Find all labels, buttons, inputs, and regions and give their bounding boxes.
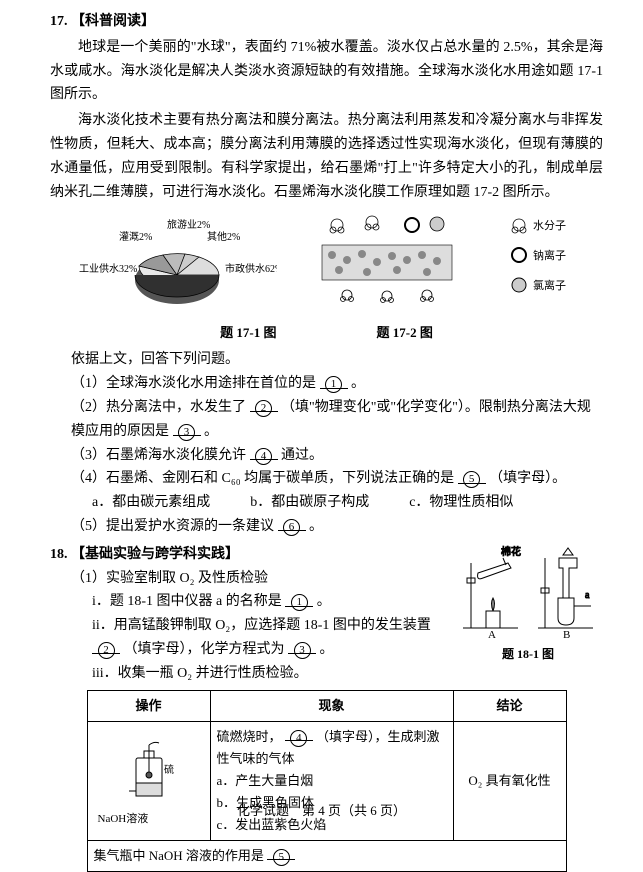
blank-18-3: 3 [288, 638, 316, 654]
pie-label-industrial: 工业供水32% [79, 262, 137, 275]
q17-title: 【科普阅读】 [71, 14, 155, 29]
table-row: 集气瓶中 NaOH 溶液的作用是 5 [87, 841, 566, 872]
fig-18-1-caption: 题 18-1 图 [453, 644, 603, 664]
blank-4: 4 [250, 444, 278, 460]
blank-6: 6 [278, 515, 306, 531]
table-header-row: 操作 现象 结论 [87, 690, 566, 721]
q17-s1-text: （1）全球海水淡化水用途排在首位的是 [71, 376, 316, 391]
pie-label-tourism: 旅游业2% [167, 218, 210, 231]
device-B: B [563, 629, 570, 638]
membrane-diagram-17-2 [317, 210, 467, 310]
ph-line1a: 硫燃烧时， [217, 729, 282, 744]
q17-sub3: （3）石墨烯海水淡化膜允许 4 通过。 [71, 444, 603, 468]
period: 。 [309, 519, 323, 534]
blank-5: 5 [458, 467, 486, 483]
pie-chart-17-1: 工业供水32% 市政供水62% 灌溉2% 旅游业2% 其他2% [77, 210, 277, 320]
q17-sub5: （5）提出爱护水资源的一条建议 6 。 [71, 515, 603, 539]
q17-caption-row: 题 17-1 图 题 17-2 图 [50, 322, 603, 344]
blank-18-4: 4 [285, 726, 313, 741]
opt-c: c．物理性质相似 [409, 491, 513, 515]
table-row: 硫 NaOH溶液 硫燃烧时， 4 （填字母），生成刺激性气味的气体 a．产生大量… [87, 721, 566, 840]
blank-3: 3 [173, 420, 201, 436]
question-17: 17. 【科普阅读】 地球是一个美丽的"水球"，表面约 71%被水覆盖。淡水仅占… [50, 10, 603, 539]
q18-i3: iii．收集一瓶 O₂ 并进行性质检验。 [92, 662, 603, 686]
q17-s5: （5）提出爱护水资源的一条建议 [71, 519, 274, 534]
th-conclusion: 结论 [453, 690, 566, 721]
ph-a: a．产生大量白烟 [217, 770, 447, 792]
q17-s4b: （填字母）。 [489, 471, 566, 486]
blank-1: 1 [320, 372, 348, 388]
pie-label-municipal: 市政供水62% [225, 262, 277, 275]
page-footer: 化学试题 第 4 页（共 6 页） [0, 800, 643, 822]
cell-phenomenon: 硫燃烧时， 4 （填字母），生成刺激性气味的气体 a．产生大量白烟 b．生成黑色… [210, 721, 453, 840]
q18-i1-text: i．题 18-1 图中仪器 a 的名称是 [92, 594, 282, 609]
q17-s4: （4）石墨烯、金刚石和 C₆₀ 均属于碳单质，下列说法正确的是 [71, 471, 454, 486]
figure-18-1: 棉花 A a B 题 18-1 [453, 543, 603, 665]
blank-2: 2 [250, 396, 278, 412]
period: 。 [320, 642, 334, 657]
pie-label-other: 其他2% [207, 230, 240, 243]
cell-conclusion: O₂ 具有氧化性 [453, 721, 566, 840]
caption-17-1: 题 17-1 图 [220, 322, 276, 344]
q17-sub4: （4）石墨烯、金刚石和 C₆₀ 均属于碳单质，下列说法正确的是 5 （填字母）。 [71, 467, 603, 491]
bottle-icon: 硫 [114, 733, 184, 803]
cell-row2: 集气瓶中 NaOH 溶液的作用是 5 [87, 841, 566, 872]
q17-s3: （3）石墨烯海水淡化膜允许 [71, 448, 246, 463]
q17-para2: 海水淡化技术主要有热分离法和膜分离法。热分离法利用蒸发和冷凝分离水与非挥发性物质… [50, 109, 603, 204]
legend-cl: 氯离子 [533, 278, 566, 292]
q17-options: a．都由碳元素组成 b．都由碳原子构成 c．物理性质相似 [92, 491, 603, 515]
q18-number: 18. [50, 547, 68, 562]
th-phenomenon: 现象 [210, 690, 453, 721]
q17-sub2: （2）热分离法中，水发生了 2 （填"物理变化"或"化学变化"）。限制热分离法大… [71, 396, 603, 444]
cotton-label: 棉花 [501, 545, 521, 558]
period: 。 [351, 376, 365, 391]
apparatus-svg: 棉花 A a B [453, 543, 603, 638]
label-a: a [585, 590, 590, 601]
q17-sub1: （1）全球海水淡化水用途排在首位的是 1 。 [71, 372, 603, 396]
question-18: 18. 【基础实验与跨学科实践】 棉花 A [50, 543, 603, 872]
legend-17-2: 水分子 钠离子 氯离子 [507, 210, 577, 310]
q17-number: 17. [50, 14, 68, 29]
period: 。 [317, 594, 331, 609]
period: 。 [204, 424, 218, 439]
q17-figure-row: 工业供水32% 市政供水62% 灌溉2% 旅游业2% 其他2% [50, 210, 603, 320]
legend-water: 水分子 [533, 219, 566, 232]
blank-18-1: 1 [285, 590, 313, 606]
q17-para1: 地球是一个美丽的"水球"，表面约 71%被水覆盖。淡水仅占总水量的 2.5%，其… [50, 36, 603, 107]
q18-i2b: （填字母），化学方程式为 [124, 642, 285, 657]
caption-17-2: 题 17-2 图 [377, 322, 433, 344]
pie-label-irrigation: 灌溉2% [119, 230, 152, 243]
row2-text: 集气瓶中 NaOH 溶液的作用是 [94, 848, 264, 863]
opt-b: b．都由碳原子构成 [250, 491, 369, 515]
th-operation: 操作 [87, 690, 210, 721]
sulfur-label: 硫 [164, 763, 174, 776]
q17-s3b: 通过。 [281, 448, 323, 463]
q17-s2a: （2）热分离法中，水发生了 [71, 400, 246, 415]
cell-operation: 硫 NaOH溶液 [87, 721, 210, 840]
device-A: A [488, 629, 496, 638]
experiment-table: 操作 现象 结论 硫 [87, 690, 567, 872]
opt-a: a．都由碳元素组成 [92, 491, 210, 515]
legend-na: 钠离子 [533, 248, 566, 262]
exam-page: 17. 【科普阅读】 地球是一个美丽的"水球"，表面约 71%被水覆盖。淡水仅占… [0, 0, 643, 826]
q18-i2a: ii．用高锰酸钾制取 O₂，应选择题 18-1 图中的发生装置 [92, 618, 431, 633]
q17-followup: 依据上文，回答下列问题。 [71, 348, 603, 372]
blank-18-5: 5 [267, 845, 295, 860]
q18-title: 【基础实验与跨学科实践】 [71, 547, 239, 562]
blank-18-2: 2 [92, 638, 120, 654]
